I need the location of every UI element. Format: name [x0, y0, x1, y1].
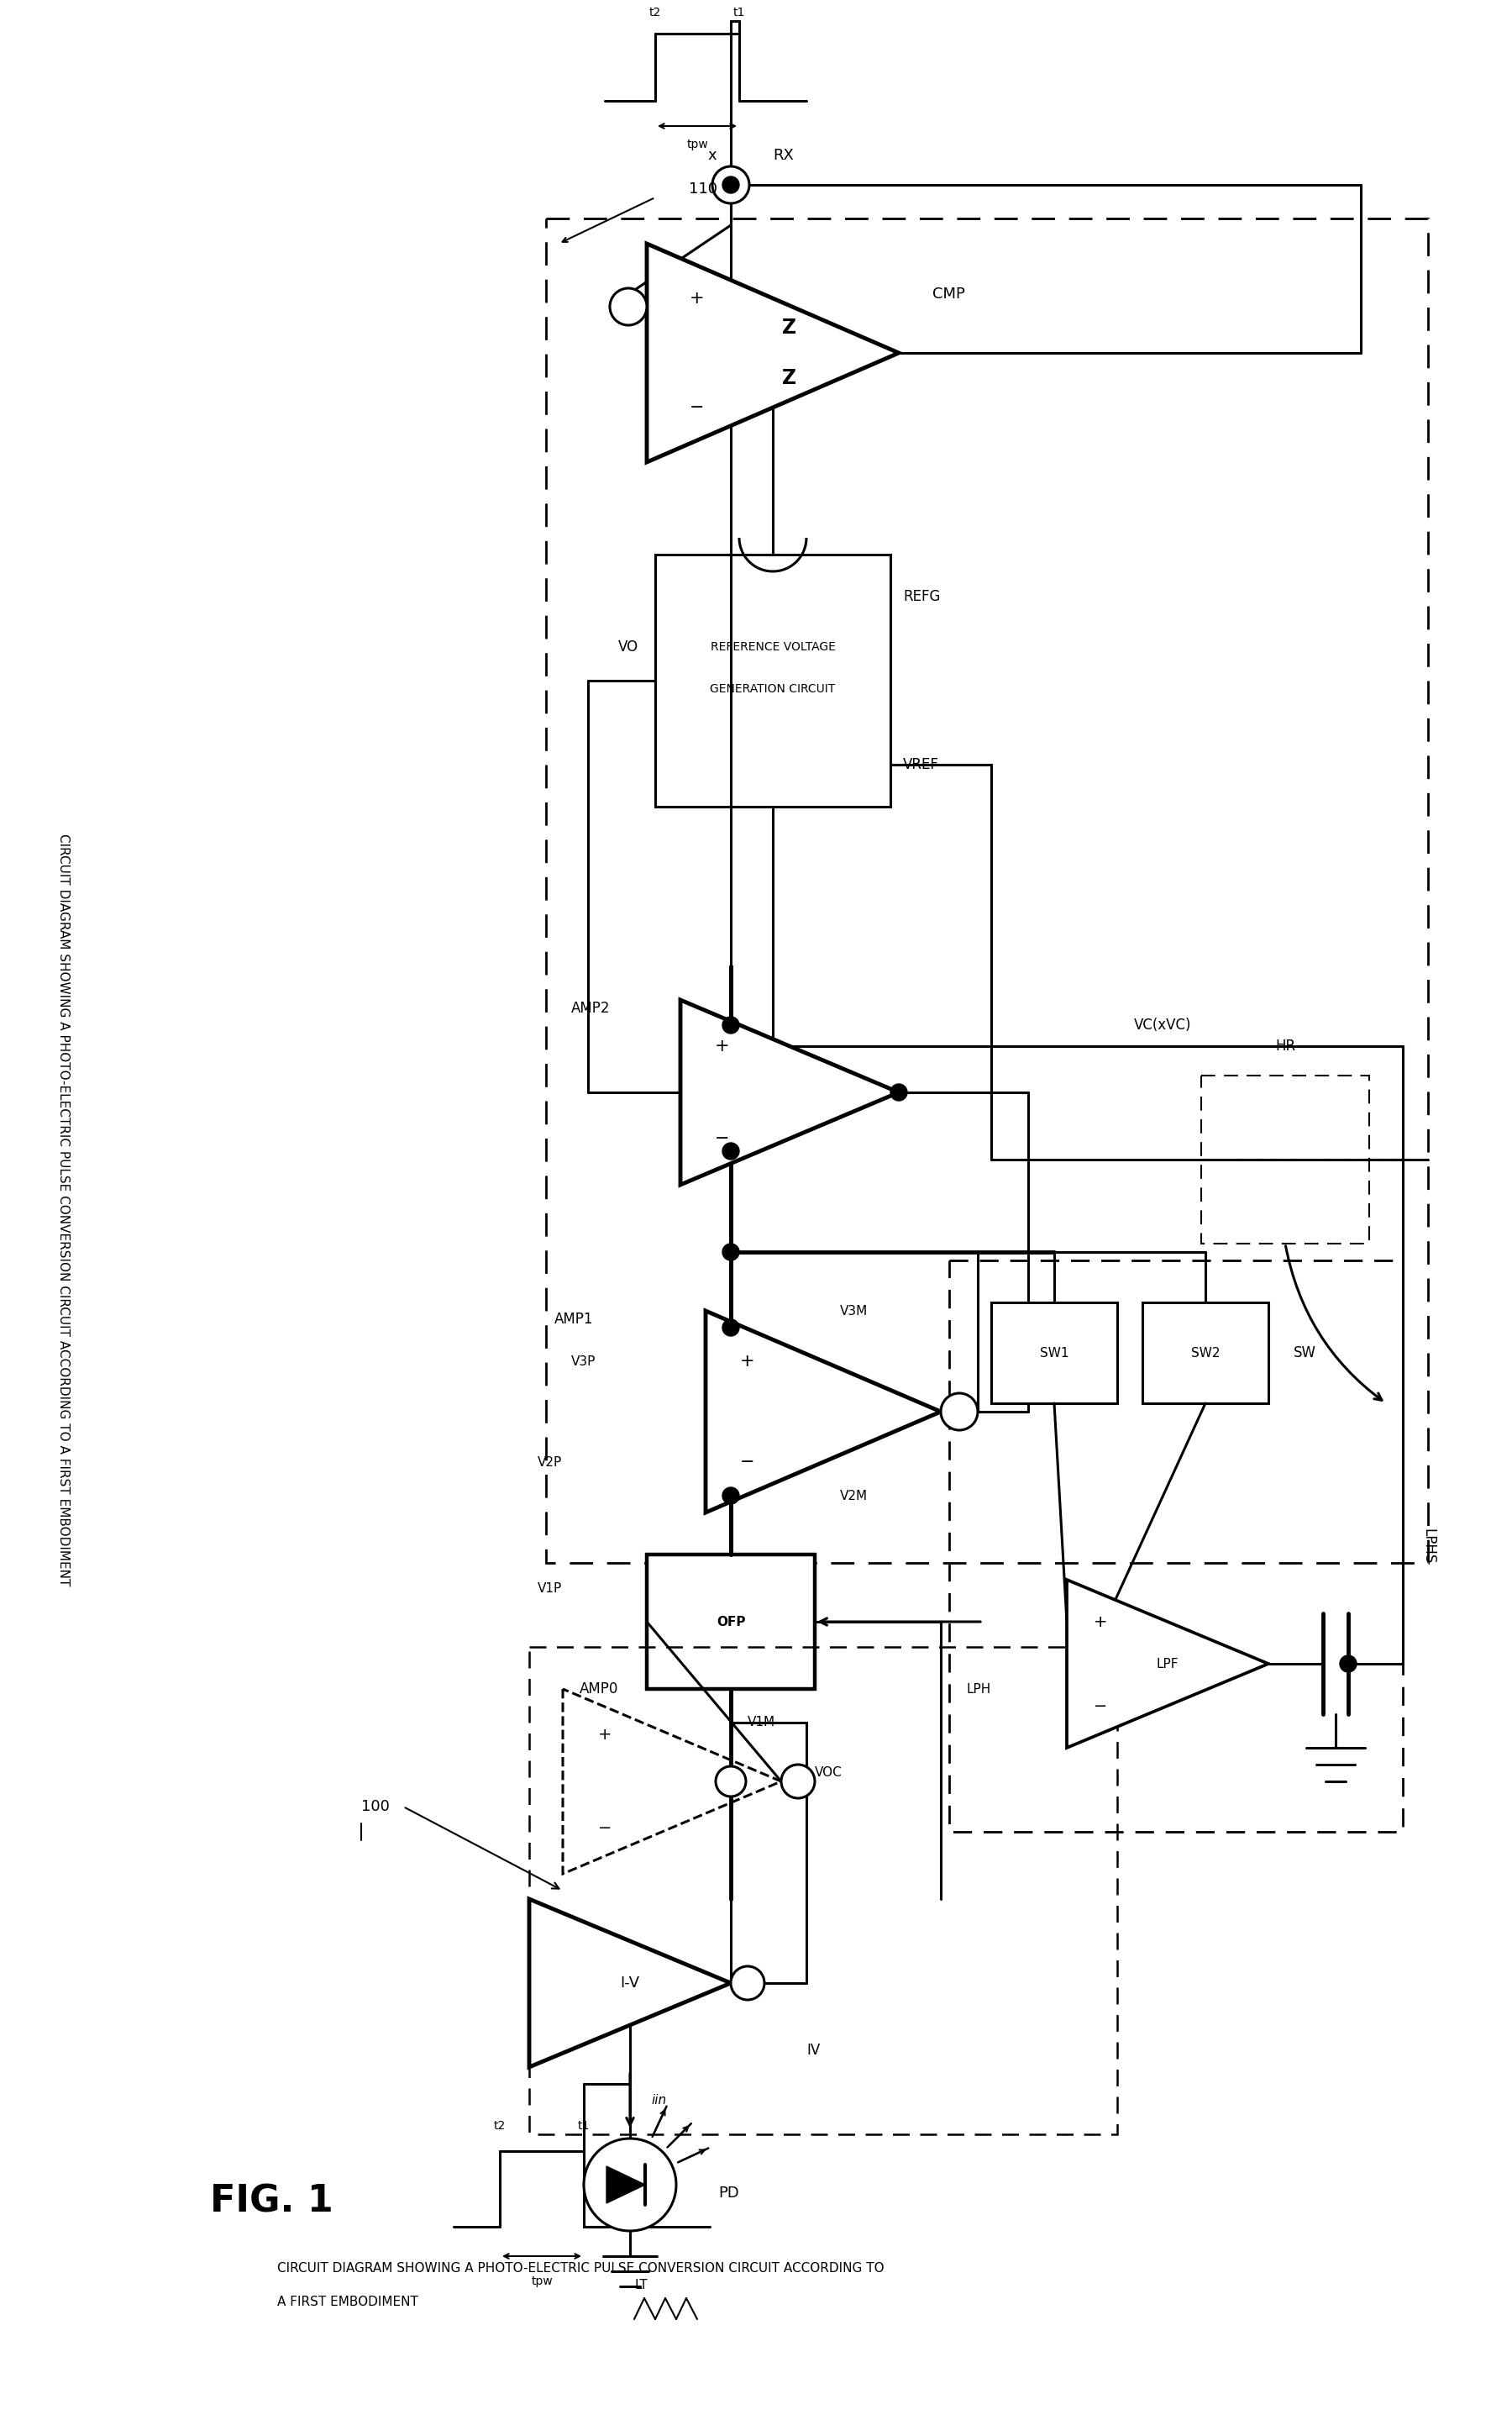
Polygon shape	[1067, 1580, 1269, 1747]
Text: V1M: V1M	[747, 1716, 776, 1728]
Circle shape	[584, 2139, 676, 2231]
Circle shape	[782, 1764, 815, 1798]
Text: t1: t1	[733, 7, 745, 19]
Text: FIG. 1: FIG. 1	[210, 2183, 333, 2219]
Bar	[1143, 1302, 1269, 1404]
Text: iin: iin	[652, 2093, 667, 2108]
Text: +: +	[597, 1728, 612, 1742]
Text: LT: LT	[634, 2280, 647, 2292]
Polygon shape	[529, 1900, 730, 2067]
Text: Z: Z	[782, 317, 797, 339]
Text: LPHS: LPHS	[1420, 1529, 1435, 1563]
Circle shape	[730, 1965, 765, 1999]
Bar	[647, 1554, 815, 1689]
Bar	[529, 1648, 1117, 2134]
Text: CMP: CMP	[933, 286, 965, 302]
Text: 110: 110	[689, 182, 717, 196]
Text: AMP2: AMP2	[572, 1002, 611, 1016]
Text: VO: VO	[618, 639, 638, 653]
Text: +: +	[741, 1353, 754, 1370]
Text: −: −	[597, 1820, 612, 1837]
Text: GENERATION CIRCUIT: GENERATION CIRCUIT	[711, 682, 836, 695]
Polygon shape	[647, 244, 898, 462]
Text: VOC: VOC	[815, 1767, 842, 1779]
Circle shape	[723, 1142, 739, 1159]
Text: +: +	[715, 1038, 730, 1055]
Text: +: +	[1093, 1614, 1107, 1629]
Circle shape	[712, 167, 750, 203]
Polygon shape	[606, 2166, 646, 2202]
Circle shape	[723, 1016, 739, 1033]
Text: LPF: LPF	[1157, 1658, 1179, 1670]
Text: I-V: I-V	[620, 1975, 640, 1992]
Text: −: −	[689, 399, 705, 416]
Text: V3P: V3P	[572, 1355, 596, 1367]
Text: tpw: tpw	[531, 2275, 552, 2287]
Text: OFP: OFP	[717, 1617, 745, 1629]
Text: REFERENCE VOLTAGE: REFERENCE VOLTAGE	[711, 641, 835, 653]
Text: SW1: SW1	[1040, 1346, 1069, 1360]
Text: SW2: SW2	[1191, 1346, 1220, 1360]
Text: −: −	[741, 1454, 754, 1471]
Text: V3M: V3M	[841, 1304, 868, 1316]
Text: HR: HR	[1275, 1038, 1296, 1053]
Text: t1: t1	[578, 2120, 590, 2132]
Text: SW: SW	[1294, 1346, 1317, 1360]
Circle shape	[891, 1084, 907, 1101]
Text: V1P: V1P	[538, 1583, 562, 1595]
Text: CIRCUIT DIAGRAM SHOWING A PHOTO-ELECTRIC PULSE CONVERSION CIRCUIT ACCORDING TO: CIRCUIT DIAGRAM SHOWING A PHOTO-ELECTRIC…	[277, 2263, 885, 2275]
Polygon shape	[706, 1312, 940, 1512]
Polygon shape	[680, 999, 898, 1186]
Text: Z: Z	[782, 368, 797, 387]
Text: IV: IV	[806, 2042, 820, 2057]
Text: −: −	[1093, 1699, 1107, 1713]
Text: V2M: V2M	[841, 1488, 868, 1503]
Bar	[992, 1302, 1117, 1404]
Circle shape	[715, 1767, 745, 1796]
Text: VREF: VREF	[903, 757, 939, 772]
Text: AMP1: AMP1	[555, 1312, 594, 1326]
Bar	[1201, 1074, 1370, 1244]
Text: LPH: LPH	[966, 1682, 990, 1696]
Text: REFG: REFG	[903, 588, 940, 605]
Text: PD: PD	[718, 2185, 739, 2200]
Text: AMP0: AMP0	[579, 1682, 618, 1696]
Text: RX: RX	[773, 148, 794, 162]
Text: A FIRST EMBODIMENT: A FIRST EMBODIMENT	[277, 2297, 419, 2309]
Text: −: −	[715, 1130, 730, 1147]
Circle shape	[723, 1488, 739, 1505]
Circle shape	[609, 288, 647, 324]
Text: t2: t2	[494, 2120, 507, 2132]
Circle shape	[723, 1319, 739, 1336]
Text: CIRCUIT DIAGRAM SHOWING A PHOTO-ELECTRIC PULSE CONVERSION CIRCUIT ACCORDING TO A: CIRCUIT DIAGRAM SHOWING A PHOTO-ELECTRIC…	[57, 835, 70, 1585]
Circle shape	[940, 1394, 978, 1430]
Text: tpw: tpw	[686, 138, 708, 150]
Text: V2P: V2P	[538, 1457, 562, 1469]
Circle shape	[1340, 1655, 1356, 1672]
Text: VC(xVC): VC(xVC)	[1134, 1016, 1191, 1033]
Text: 100: 100	[361, 1798, 390, 1815]
Bar	[655, 554, 891, 806]
Text: +: +	[689, 290, 705, 307]
Bar	[546, 218, 1427, 1563]
Circle shape	[723, 177, 739, 194]
Text: x: x	[708, 148, 717, 162]
Bar	[950, 1261, 1403, 1832]
Text: t2: t2	[649, 7, 661, 19]
Circle shape	[723, 1244, 739, 1261]
